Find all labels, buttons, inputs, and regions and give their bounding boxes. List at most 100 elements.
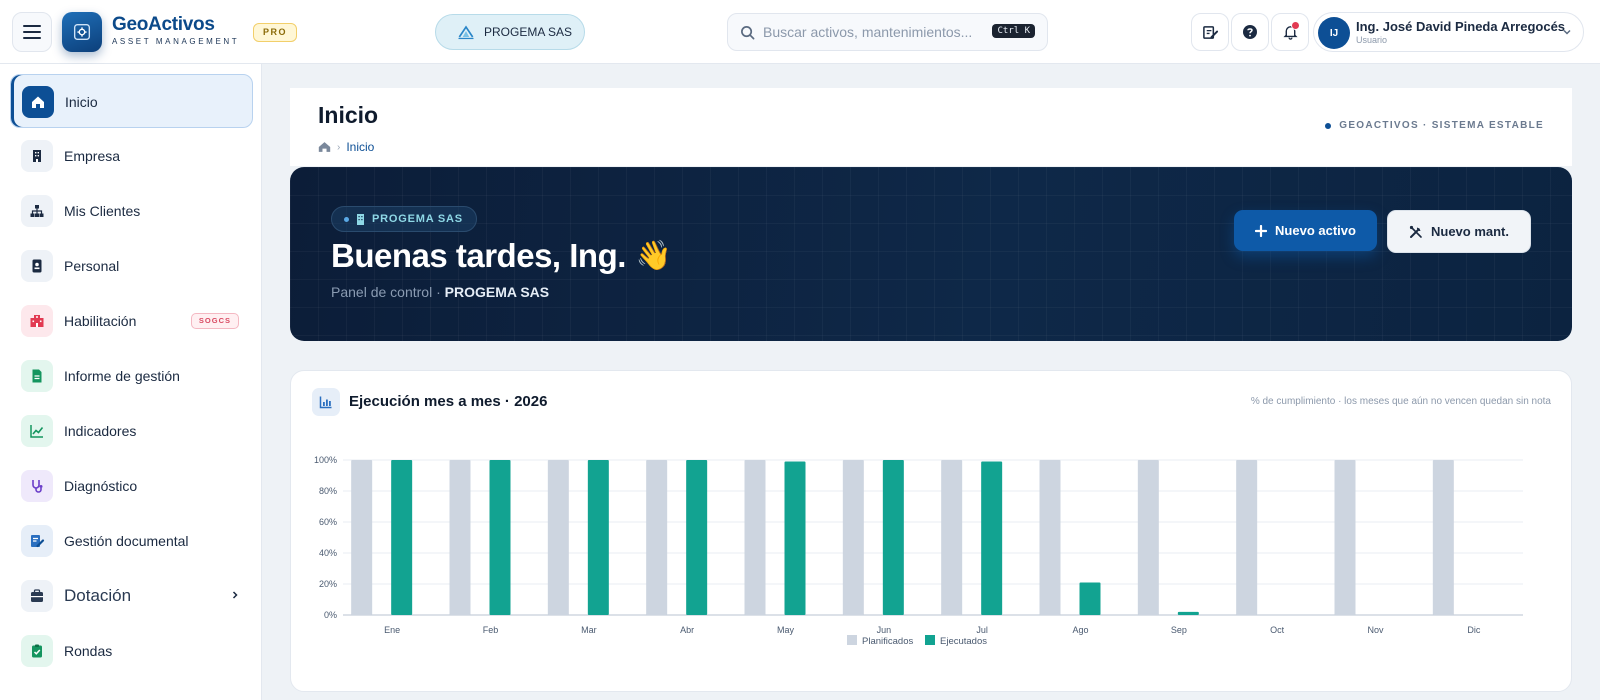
sidebar-item-personal[interactable]: Personal (10, 239, 253, 293)
sidebar-item-gestion-documental[interactable]: Gestión documental (10, 514, 253, 568)
sidebar-item-label: Mis Clientes (64, 203, 141, 219)
logo-icon[interactable] (62, 12, 102, 52)
planned-bar (547, 460, 569, 615)
hierarchy-icon (21, 195, 53, 227)
new-asset-button[interactable]: Nuevo activo (1234, 210, 1377, 251)
y-tick-label: 40% (319, 548, 337, 558)
company-logo-icon (458, 25, 474, 40)
planned-bar (1432, 460, 1454, 615)
hero-company-name: PROGEMA SAS (372, 213, 463, 225)
y-tick-label: 20% (319, 579, 337, 589)
bar-chart-icon (312, 388, 340, 416)
sidebar-item-label: Diagnóstico (64, 478, 138, 494)
new-asset-label: Nuevo activo (1275, 223, 1356, 238)
executed-bar (1177, 611, 1199, 615)
id-badge-icon (21, 250, 53, 282)
sidebar-item-rondas[interactable]: Rondas (10, 624, 253, 678)
x-tick-label: Ago (1072, 625, 1088, 635)
sidebar-item-inicio[interactable]: Inicio (10, 74, 253, 128)
top-bar: GeoActivos ASSET MANAGEMENT PRO PROGEMA … (0, 0, 1600, 64)
planned-bar (1137, 460, 1159, 615)
sidebar-item-label: Inicio (65, 94, 98, 110)
home-icon[interactable] (318, 141, 331, 153)
avatar: IJ (1318, 17, 1350, 49)
sidebar-item-label: Rondas (64, 643, 113, 659)
trend-icon (21, 415, 53, 447)
breadcrumb-current[interactable]: Inicio (346, 140, 375, 154)
user-menu[interactable]: IJ Ing. José David Pineda Arregocés Usua… (1313, 12, 1584, 52)
executed-bar (981, 461, 1003, 615)
executed-bar (784, 461, 806, 615)
planned-bar (449, 460, 471, 615)
waving-hand-icon: 👋 (635, 240, 672, 272)
sidebar-item-mis-clientes[interactable]: Mis Clientes (10, 184, 253, 238)
y-tick-label: 80% (319, 486, 337, 496)
report-icon (21, 360, 53, 392)
hero-subtitle-company: PROGEMA SAS (444, 284, 550, 300)
building-icon (357, 213, 364, 225)
tools-icon (1409, 225, 1422, 238)
sidebar-item-label: Indicadores (64, 423, 137, 439)
x-tick-label: Sep (1171, 625, 1187, 635)
y-tick-label: 100% (314, 455, 337, 465)
help-icon (1243, 25, 1257, 39)
sidebar-item-informe-gestion[interactable]: Informe de gestión (10, 349, 253, 403)
help-button[interactable] (1231, 13, 1269, 51)
brand: GeoActivos ASSET MANAGEMENT (112, 14, 240, 47)
brand-name: GeoActivos (112, 14, 215, 35)
x-tick-label: May (777, 625, 795, 635)
hero-subtitle-prefix: Panel de control · (331, 284, 445, 300)
compose-icon (1202, 25, 1218, 39)
planned-bar (646, 460, 668, 615)
company-selector[interactable]: PROGEMA SAS (435, 14, 585, 50)
x-tick-label: Nov (1367, 625, 1384, 635)
x-tick-label: Dic (1467, 625, 1480, 635)
sidebar-item-indicadores[interactable]: Indicadores (10, 404, 253, 458)
building-icon (21, 140, 53, 172)
new-maintenance-label: Nuevo mant. (1430, 224, 1509, 239)
greeting: Buenas tardes, Ing. 👋 (331, 237, 672, 275)
new-maintenance-button[interactable]: Nuevo mant. (1387, 210, 1531, 253)
search-icon (741, 25, 755, 39)
planned-bar (1236, 460, 1258, 615)
status-dot (344, 216, 349, 222)
hospital-icon (21, 305, 53, 337)
brand-subtitle: ASSET MANAGEMENT (112, 37, 240, 46)
legend-swatch (847, 635, 857, 645)
sidebar-item-label: Informe de gestión (64, 368, 180, 384)
sidebar-item-habilitacion[interactable]: Habilitación SOGCS (10, 294, 253, 348)
search-box[interactable]: Ctrl K (727, 13, 1048, 51)
legend-label: Planificados (862, 636, 913, 647)
system-status: GEOACTIVOS · SISTEMA ESTABLE (1325, 120, 1544, 131)
chevron-right-icon[interactable] (229, 589, 241, 601)
planned-bar (1334, 460, 1356, 615)
sidebar-item-label: Personal (64, 258, 120, 274)
sidebar-item-label: Empresa (64, 148, 121, 164)
y-tick-label: 60% (319, 517, 337, 527)
planned-bar (842, 460, 864, 615)
search-input[interactable] (763, 24, 995, 40)
planned-bar (351, 460, 373, 615)
x-tick-label: Ene (384, 625, 400, 635)
greeting-text: Buenas tardes, Ing. (331, 237, 626, 274)
sidebar-item-dotacion[interactable]: Dotación (10, 569, 253, 623)
user-role: Usuario (1356, 35, 1388, 45)
pro-badge: PRO (253, 23, 298, 42)
menu-icon[interactable] (12, 12, 52, 52)
notifications-button[interactable] (1271, 13, 1309, 51)
compose-button[interactable] (1191, 13, 1229, 51)
sidebar-item-diagnostico[interactable]: Diagnóstico (10, 459, 253, 513)
home-icon (22, 86, 54, 118)
status-dot (1325, 122, 1332, 129)
executed-bar (587, 460, 609, 615)
sogcs-badge: SOGCS (190, 313, 239, 329)
sidebar-item-empresa[interactable]: Empresa (10, 129, 253, 183)
box-icon (21, 580, 53, 612)
y-tick-label: 0% (324, 610, 337, 620)
legend-swatch (925, 635, 935, 645)
planned-bar (941, 460, 963, 615)
chart-title: Ejecución mes a mes · 2026 (349, 393, 548, 410)
document-edit-icon (21, 525, 53, 557)
hero-grid-pattern (290, 167, 1572, 341)
executed-bar (1079, 582, 1101, 615)
